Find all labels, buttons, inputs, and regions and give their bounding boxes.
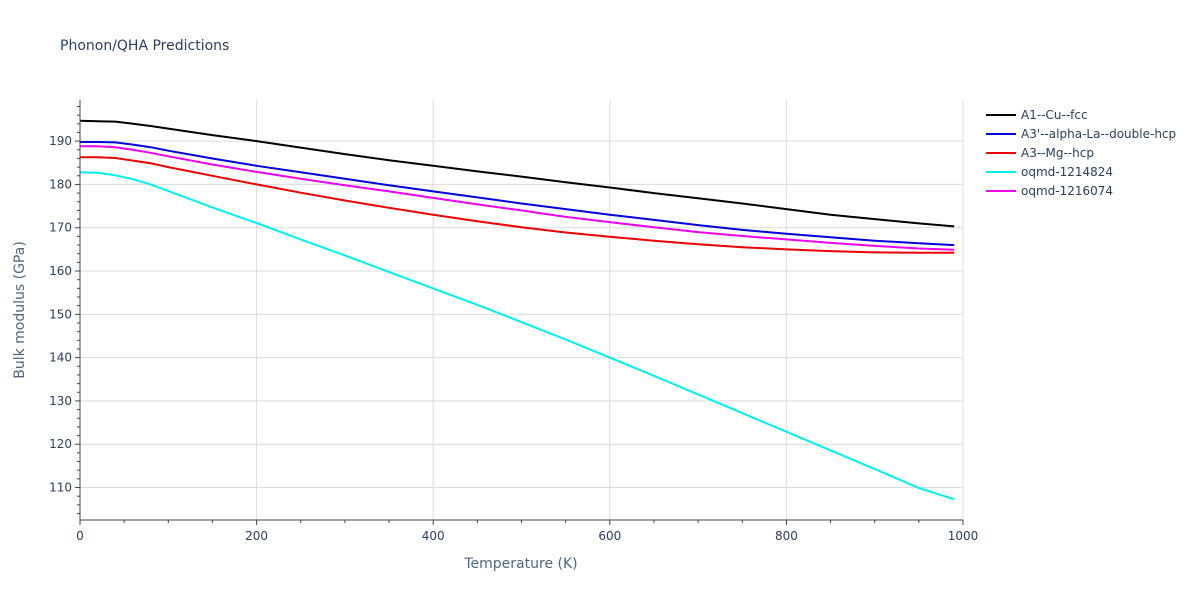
y-tick-label: 160 [49, 264, 72, 278]
series-line-3 [79, 171, 955, 501]
x-tick-label: 800 [775, 529, 798, 543]
grid-layer [80, 100, 964, 520]
y-tick-label: 130 [49, 394, 72, 408]
y-axis-label: Bulk modulus (GPa) [12, 241, 28, 379]
x-tick-label: 0 [76, 529, 84, 543]
legend-item[interactable]: oqmd-1216074 [986, 184, 1113, 198]
legend-label: oqmd-1214824 [1021, 165, 1113, 179]
y-tick-label: 120 [49, 437, 72, 451]
x-tick-label: 600 [598, 529, 621, 543]
y-tick-label: 190 [49, 134, 72, 148]
chart-title: Phonon/QHA Predictions [60, 38, 229, 54]
plot-area: 110 120 130 140 150 160 170 180 190 0 200 400 600 800… [49, 100, 978, 543]
axis-layer: 110 120 130 140 150 160 170 180 190 0 200 400 600 800… [49, 100, 978, 543]
series-line-2 [80, 156, 955, 254]
series-line-4 [80, 145, 955, 251]
y-tick-label: 150 [49, 307, 72, 321]
x-tick-label: 400 [422, 529, 445, 543]
y-tick-label: 180 [49, 177, 72, 191]
x-tick-label: 200 [245, 529, 268, 543]
legend-label: oqmd-1216074 [1021, 184, 1113, 198]
y-tick-label: 110 [49, 481, 72, 495]
legend-label: A1--Cu--fcc [1021, 108, 1088, 122]
legend-item[interactable]: A1--Cu--fcc [986, 108, 1088, 122]
series-line-0 [79, 119, 955, 228]
y-tick-label: 170 [49, 221, 72, 235]
x-axis-label: Temperature (K) [463, 556, 577, 572]
y-tick-label: 140 [49, 351, 72, 365]
series-layer [79, 119, 955, 501]
legend-item[interactable]: A3'--alpha-La--double-hcp [986, 127, 1176, 141]
legend-item[interactable]: oqmd-1214824 [986, 165, 1113, 179]
legend-label: A3'--alpha-La--double-hcp [1021, 127, 1176, 141]
legend-item[interactable]: A3--Mg--hcp [986, 146, 1094, 160]
legend-label: A3--Mg--hcp [1021, 146, 1094, 160]
x-tick-label: 1000 [948, 529, 979, 543]
legend[interactable]: A1--Cu--fcc A3'--alpha-La--double-hcp A3--… [986, 108, 1176, 198]
series-line-1 [80, 141, 955, 247]
